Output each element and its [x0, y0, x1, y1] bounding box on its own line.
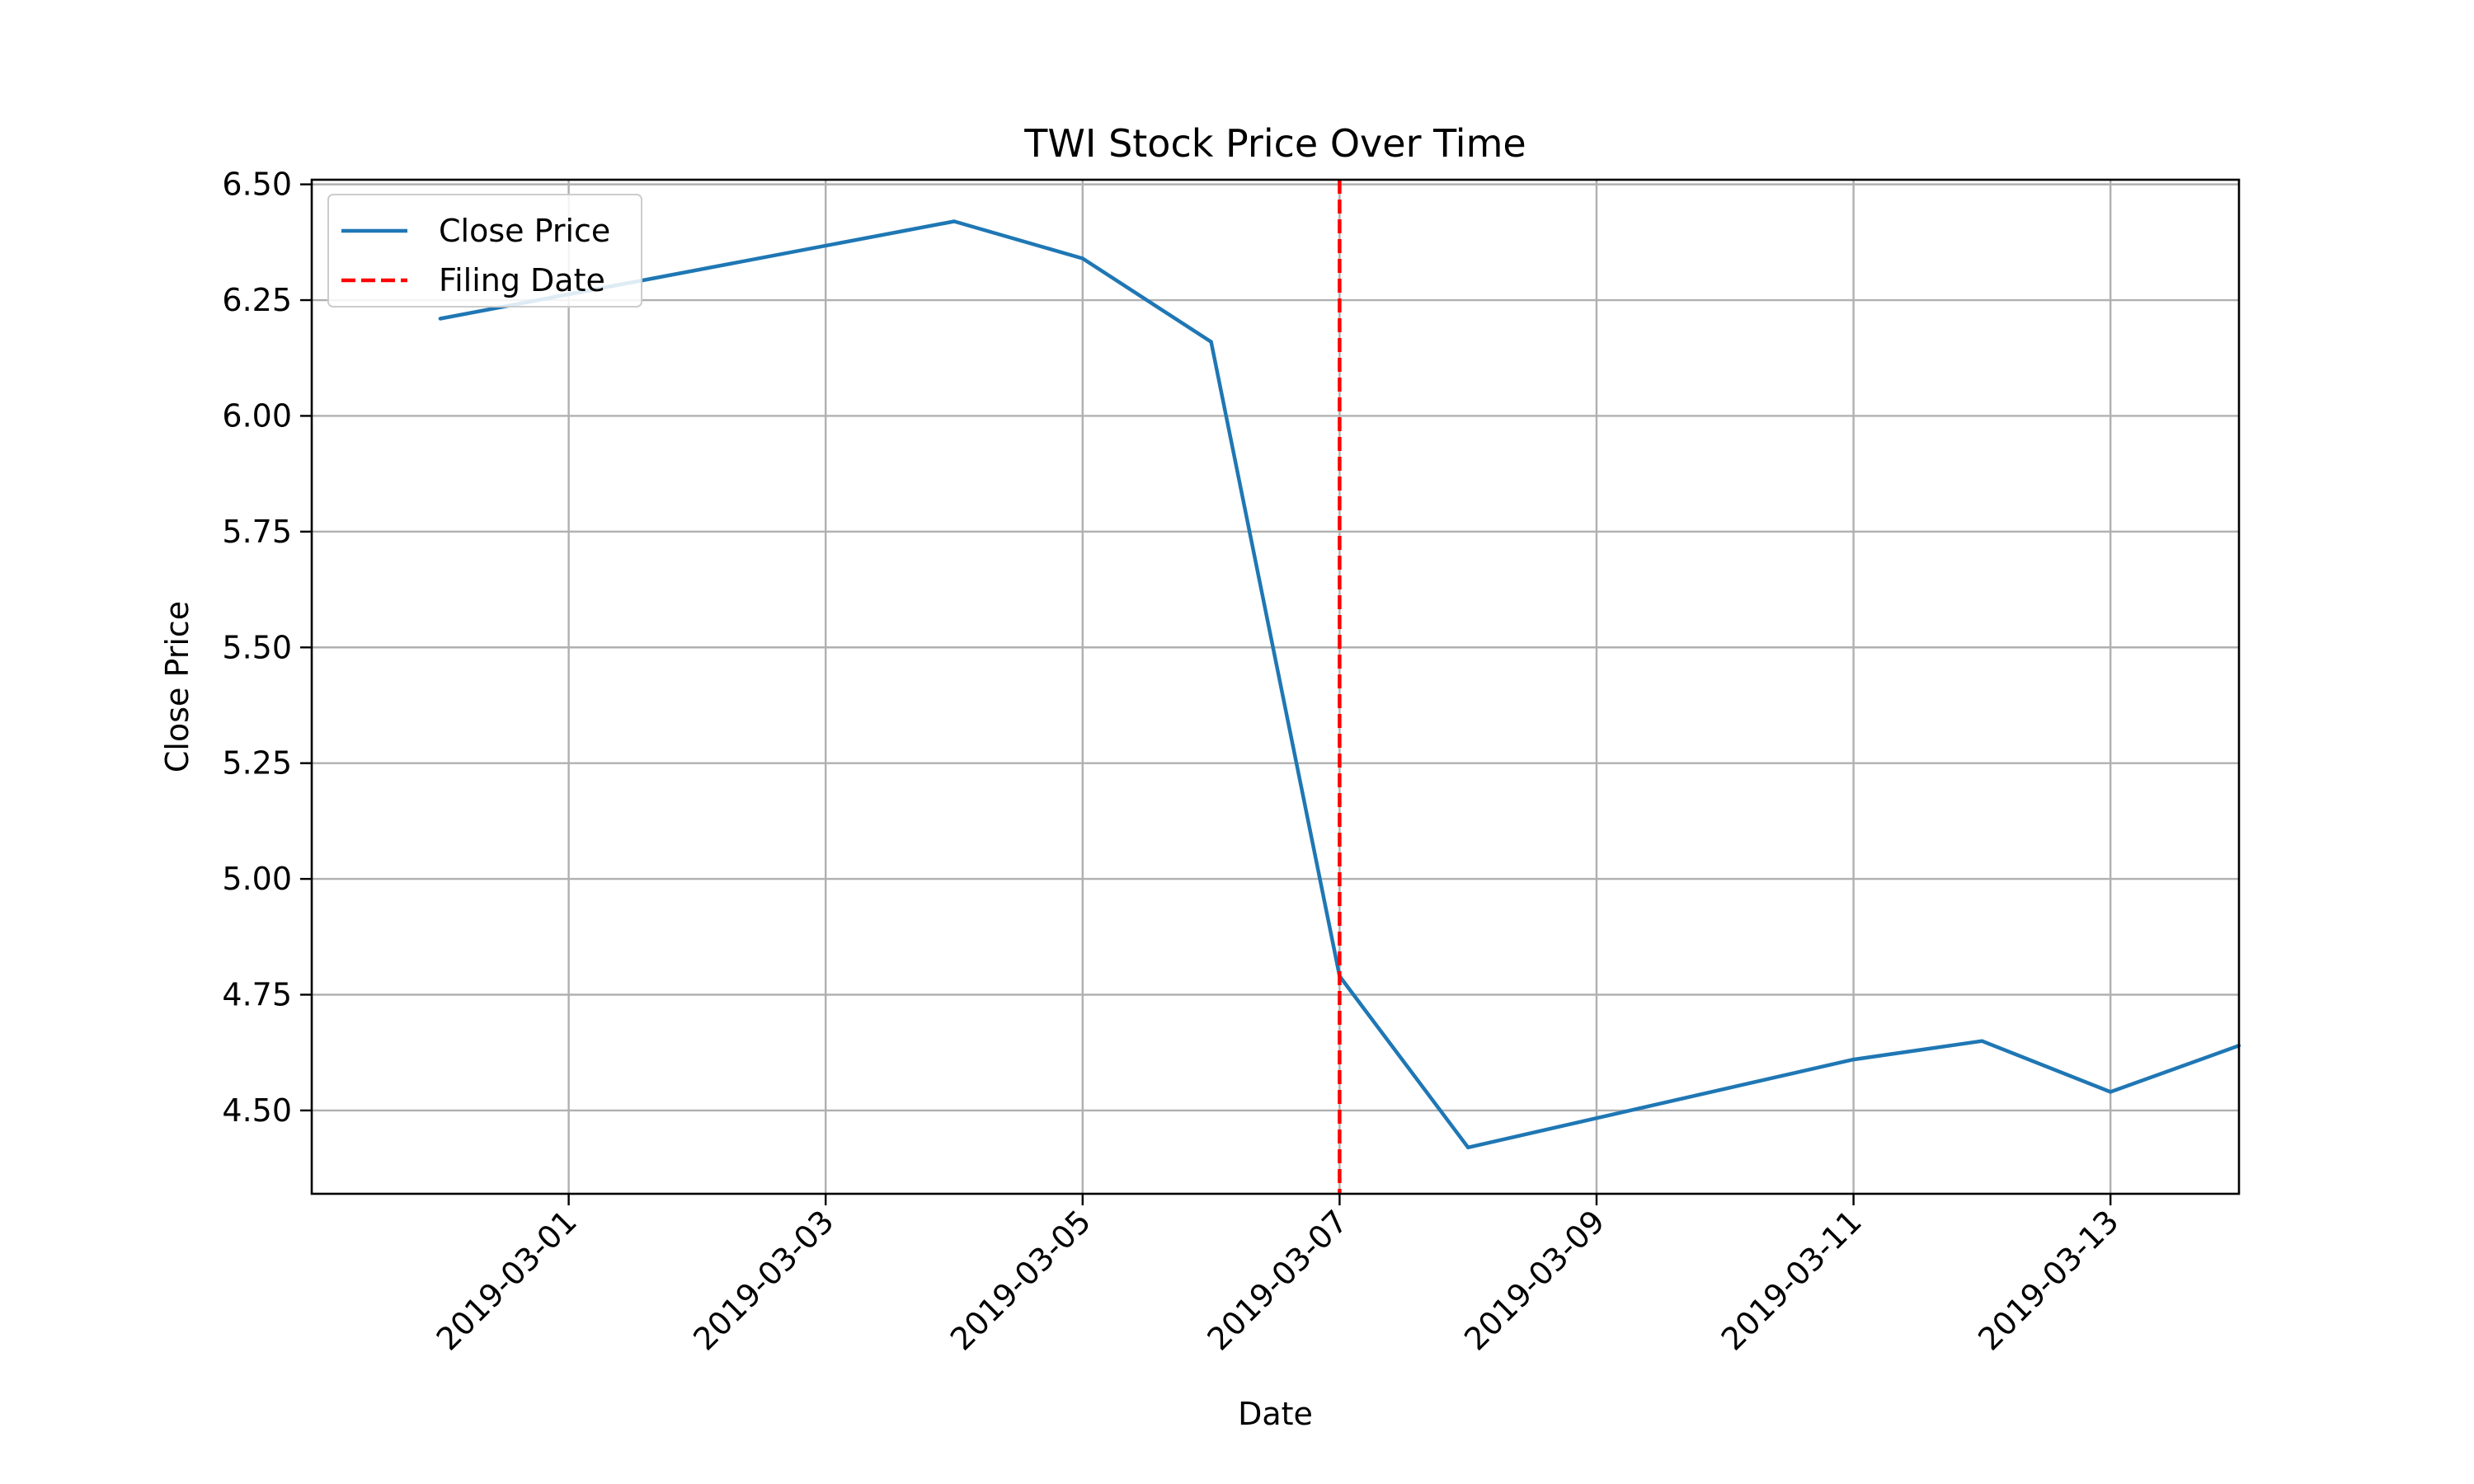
- data-point: [1980, 1039, 1984, 1043]
- x-tick-label: 2019-03-11: [1714, 1203, 1869, 1357]
- axis-ticks: 2019-03-01 2019-03-03 2019-03-05 2019-03-07…: [222, 167, 2125, 1358]
- legend-label-filing-date: Filing Date: [439, 262, 605, 298]
- legend-label-close-price: Close Price: [439, 213, 610, 249]
- x-axis-title: Date: [1238, 1396, 1313, 1432]
- data-point: [1080, 256, 1085, 261]
- y-tick-label: 5.50: [222, 629, 292, 665]
- y-tick-label: 5.25: [222, 745, 292, 782]
- plot-area-frame: [310, 178, 2241, 1195]
- y-tick-label: 4.75: [222, 976, 292, 1012]
- x-tick-label: 2019-03-07: [1200, 1203, 1354, 1357]
- x-tick-label: 2019-03-05: [943, 1203, 1098, 1357]
- y-tick-label: 6.25: [222, 282, 292, 318]
- y-tick-label: 6.50: [222, 167, 292, 203]
- data-point: [1466, 1145, 1470, 1150]
- y-tick-label: 4.50: [222, 1092, 292, 1129]
- data-point: [1209, 340, 1213, 344]
- data-point: [438, 317, 442, 321]
- data-point: [2109, 1090, 2113, 1094]
- data-point: [1851, 1057, 1856, 1062]
- x-tick-label: 2019-03-09: [1457, 1203, 1611, 1357]
- y-tick-label: 5.75: [222, 514, 292, 550]
- plot-data: [438, 180, 2241, 1194]
- x-tick-label: 2019-03-01: [430, 1203, 584, 1357]
- grid: [312, 180, 2239, 1194]
- legend: Close Price Filing Date: [327, 194, 642, 308]
- x-tick-label: 2019-03-13: [1971, 1203, 2125, 1357]
- x-tick-label: 2019-03-03: [686, 1203, 840, 1357]
- series-line-close-price: [440, 219, 2240, 1150]
- data-point: [952, 219, 957, 223]
- y-tick-label: 6.00: [222, 397, 292, 434]
- y-axis-title: Close Price: [159, 601, 195, 773]
- chart-title: TWI Stock Price Over Time: [1023, 121, 1526, 166]
- y-tick-label: 5.00: [222, 861, 292, 897]
